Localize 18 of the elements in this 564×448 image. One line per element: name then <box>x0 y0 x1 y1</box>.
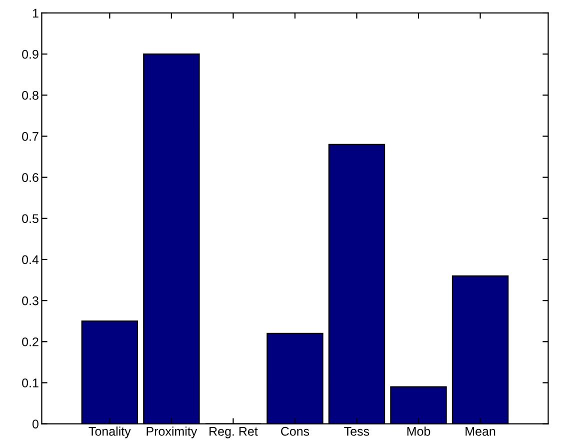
y-tick-label: 0.8 <box>22 90 38 100</box>
y-tick-label: 0.6 <box>22 173 38 182</box>
x-tick-label: Mob <box>407 426 430 436</box>
x-tick-label: Mean <box>466 427 496 436</box>
y-tick-label: 0 <box>32 420 38 428</box>
y-tick-label: 0.2 <box>22 337 38 346</box>
y-tick-label: 0.3 <box>22 296 38 306</box>
y-tick-label: 0.5 <box>22 214 38 224</box>
x-tick-label: Tonality <box>88 426 131 438</box>
y-tick-label: 0.4 <box>22 255 39 264</box>
x-tick-label: Proximity <box>146 426 198 438</box>
x-tick-label: Cons <box>281 426 310 436</box>
x-tick-label: Tess <box>344 427 370 436</box>
y-tick-label: 0.7 <box>22 132 38 141</box>
y-tick-label: 0.1 <box>22 378 38 388</box>
x-tick-label: Reg. Ret <box>210 427 258 438</box>
y-tick-label: 1 <box>32 8 38 18</box>
y-tick-label: 0.9 <box>22 50 38 59</box>
